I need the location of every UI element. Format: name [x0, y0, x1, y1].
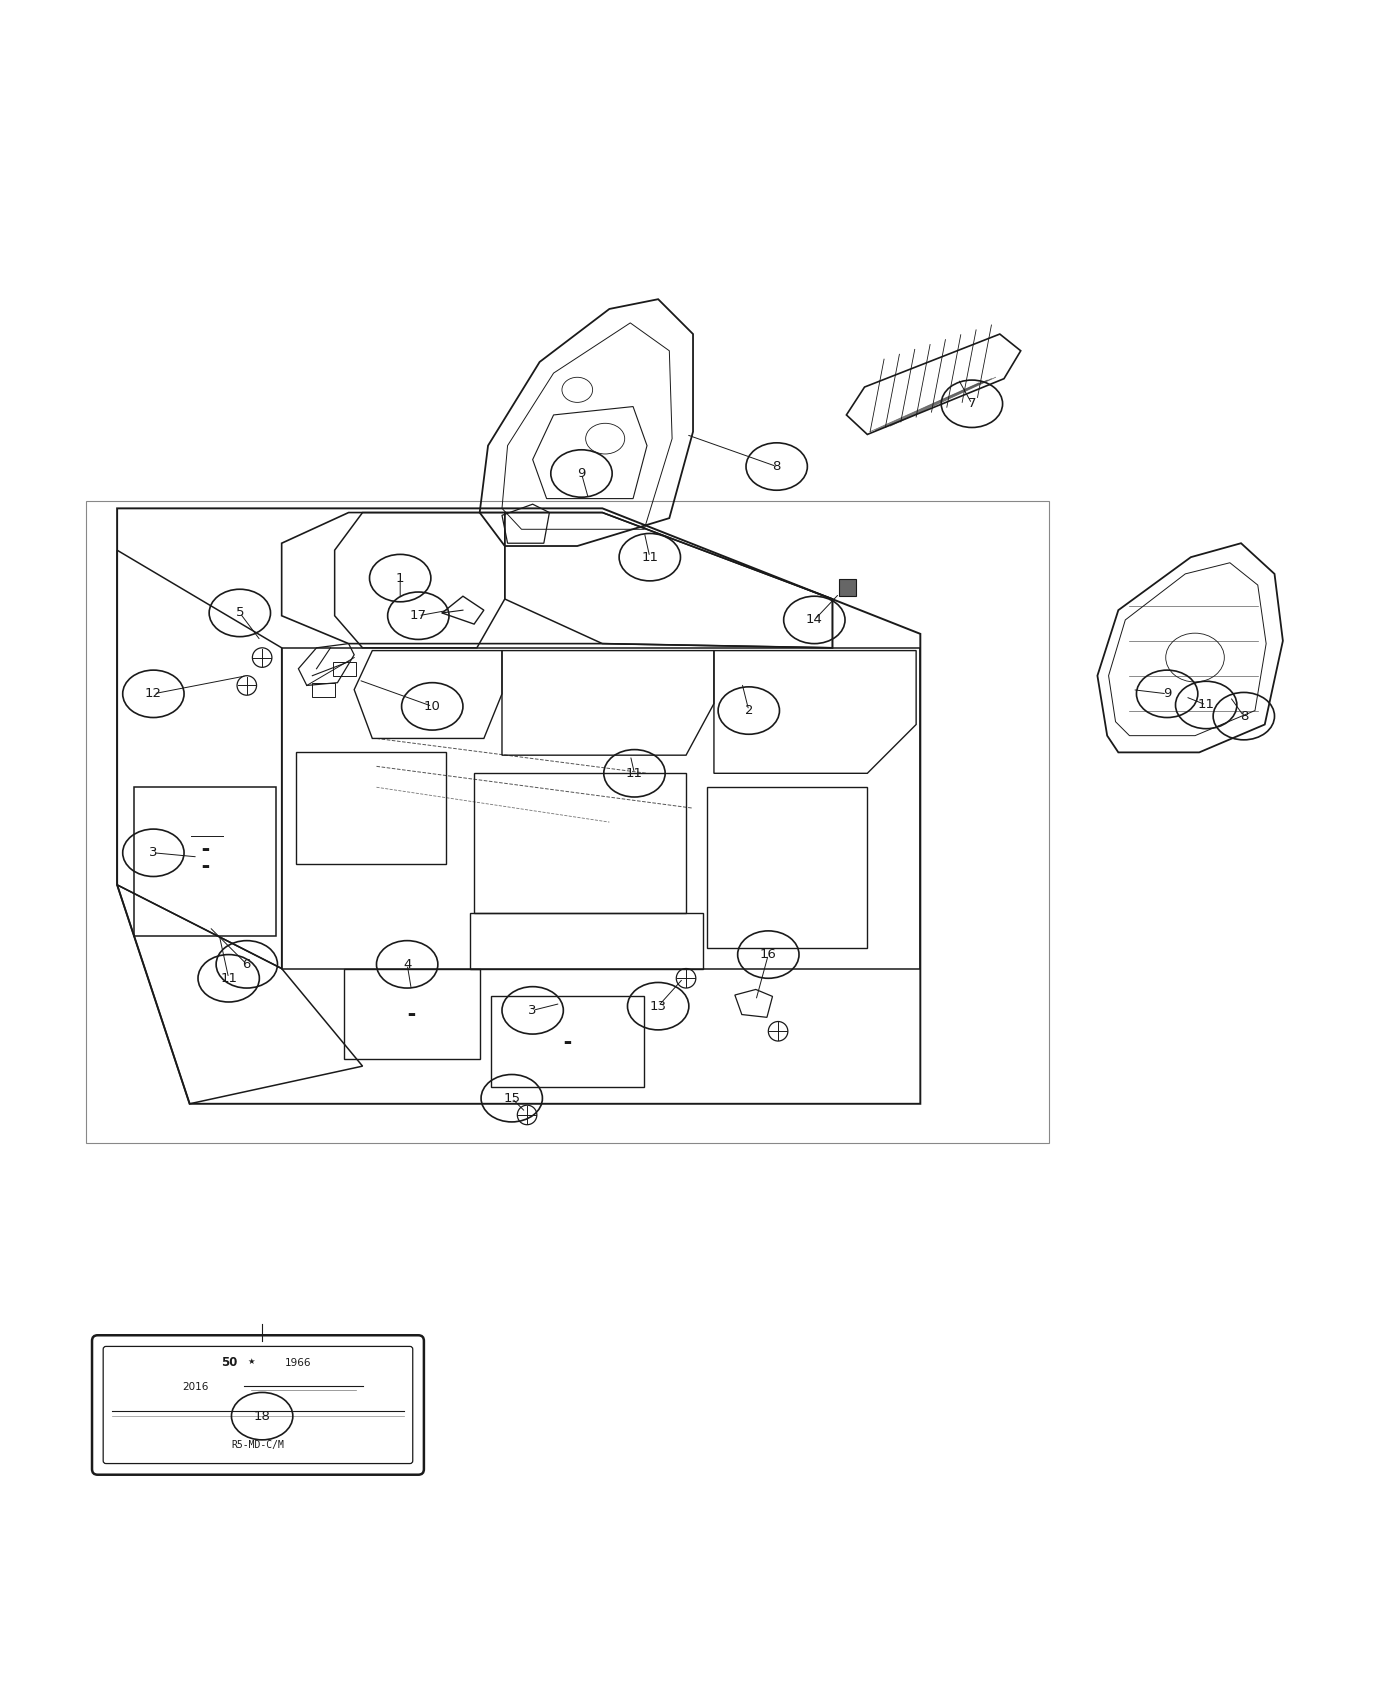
Text: 3: 3 — [150, 847, 158, 858]
Text: 10: 10 — [424, 700, 441, 712]
Text: 11: 11 — [641, 551, 658, 564]
Text: 11: 11 — [626, 767, 643, 780]
Text: 2016: 2016 — [182, 1382, 209, 1392]
Text: 14: 14 — [806, 614, 823, 626]
Text: 16: 16 — [760, 949, 777, 960]
Text: 12: 12 — [144, 687, 162, 700]
Text: 13: 13 — [650, 1000, 666, 1013]
Text: 18: 18 — [253, 1409, 270, 1423]
Text: ★: ★ — [248, 1357, 255, 1365]
Text: 9: 9 — [1163, 687, 1172, 700]
Text: ▬: ▬ — [564, 1039, 571, 1047]
Text: 1: 1 — [396, 571, 405, 585]
Text: 8: 8 — [1239, 709, 1247, 722]
Text: 50: 50 — [221, 1357, 237, 1369]
Text: 8: 8 — [773, 461, 781, 473]
Text: 11: 11 — [220, 972, 237, 984]
Text: R5-MD-C/M: R5-MD-C/M — [231, 1440, 284, 1450]
Text: 6: 6 — [242, 957, 251, 971]
Text: 5: 5 — [235, 607, 244, 619]
Text: 3: 3 — [528, 1005, 538, 1017]
Text: 1966: 1966 — [284, 1358, 311, 1369]
Text: 15: 15 — [503, 1091, 521, 1105]
Polygon shape — [840, 580, 857, 597]
Text: 4: 4 — [403, 957, 412, 971]
Text: 9: 9 — [577, 468, 585, 479]
Text: 17: 17 — [410, 609, 427, 622]
Text: ▬: ▬ — [407, 1010, 416, 1018]
Text: 7: 7 — [967, 398, 976, 410]
Text: ▬: ▬ — [202, 862, 209, 870]
Text: ▬: ▬ — [202, 845, 209, 855]
Text: 11: 11 — [1197, 699, 1215, 712]
Text: 2: 2 — [745, 704, 753, 717]
